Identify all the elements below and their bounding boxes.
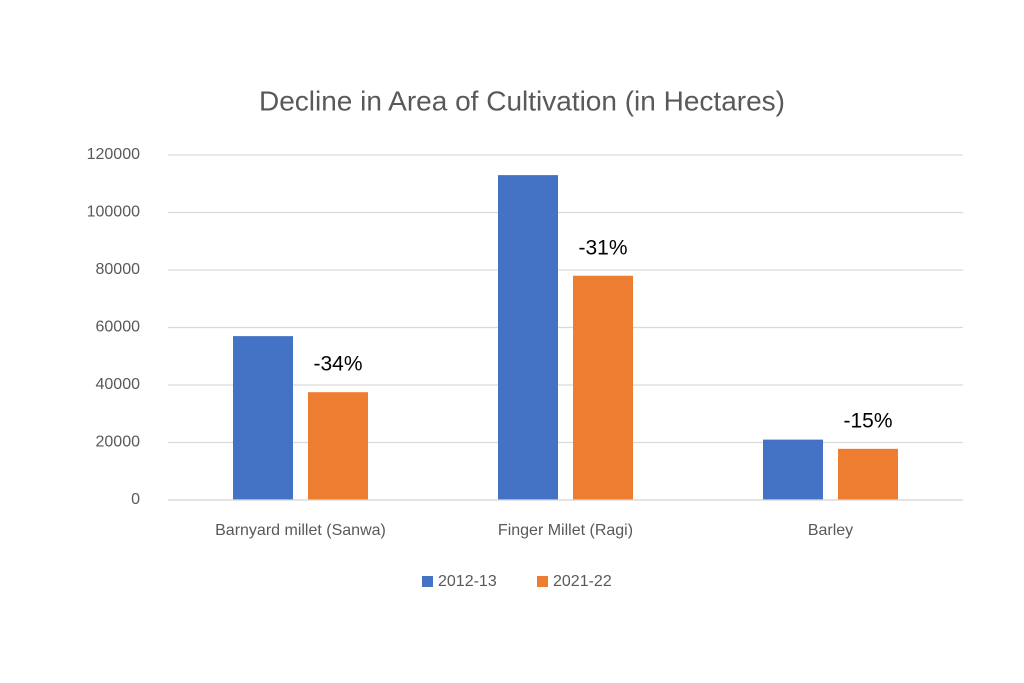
bar (498, 175, 558, 500)
y-tick-label: 40000 (96, 376, 141, 393)
annotation: -34% (313, 353, 362, 376)
annotation: -15% (843, 409, 892, 432)
annotation: -31% (578, 236, 627, 259)
y-tick-label: 20000 (96, 434, 141, 451)
y-tick-label: 80000 (96, 261, 141, 278)
bar (573, 275, 633, 500)
bar (308, 392, 368, 500)
y-tick-label: 0 (131, 491, 140, 508)
legend-label: 2021-22 (553, 573, 612, 590)
bar (763, 439, 823, 500)
bar (838, 448, 898, 500)
y-tick-label: 60000 (96, 319, 141, 336)
chart-title: Decline in Area of Cultivation (in Hecta… (259, 85, 785, 116)
legend-swatch (537, 576, 548, 587)
x-tick-label: Barnyard millet (Sanwa) (215, 522, 386, 539)
y-tick-label: 120000 (87, 146, 140, 163)
y-tick-label: 100000 (87, 204, 140, 221)
legend-swatch (422, 576, 433, 587)
bar (233, 336, 293, 500)
legend-label: 2012-13 (438, 573, 497, 590)
x-tick-label: Barley (808, 522, 853, 539)
x-tick-label: Finger Millet (Ragi) (498, 522, 633, 539)
